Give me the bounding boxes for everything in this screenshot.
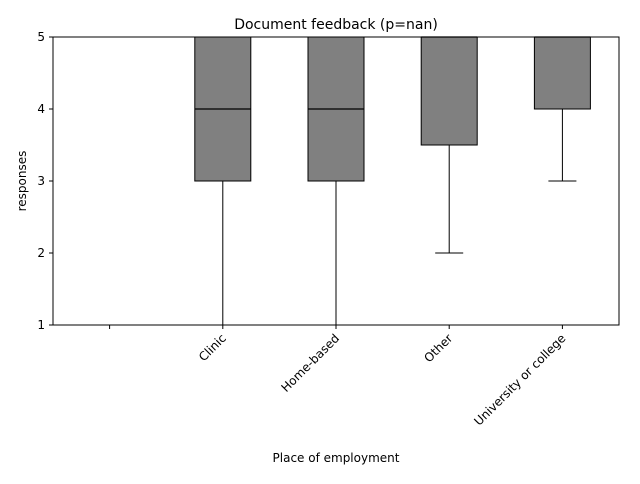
x-tick-label: Other	[421, 331, 455, 365]
box-body	[420, 36, 478, 146]
plot-area: 1 2 3 4 5 Clinic Home-based Other University or …	[37, 30, 591, 428]
y-tick-label: 3	[37, 174, 45, 188]
y-tick-label: 2	[37, 246, 45, 260]
x-tick-label: Home-based	[278, 331, 342, 395]
x-tick-label: University or college	[471, 331, 568, 428]
x-axis-label: Place of employment	[273, 451, 400, 465]
y-tick-label: 1	[37, 318, 45, 332]
y-tick-label: 4	[37, 102, 45, 116]
plot-frame	[52, 36, 620, 326]
y-tick-label: 5	[37, 30, 45, 44]
box-body	[533, 36, 591, 110]
chart-title: Document feedback (p=nan)	[234, 17, 438, 33]
y-axis-label: responses	[15, 151, 29, 212]
x-tick-label: Clinic	[196, 331, 229, 364]
